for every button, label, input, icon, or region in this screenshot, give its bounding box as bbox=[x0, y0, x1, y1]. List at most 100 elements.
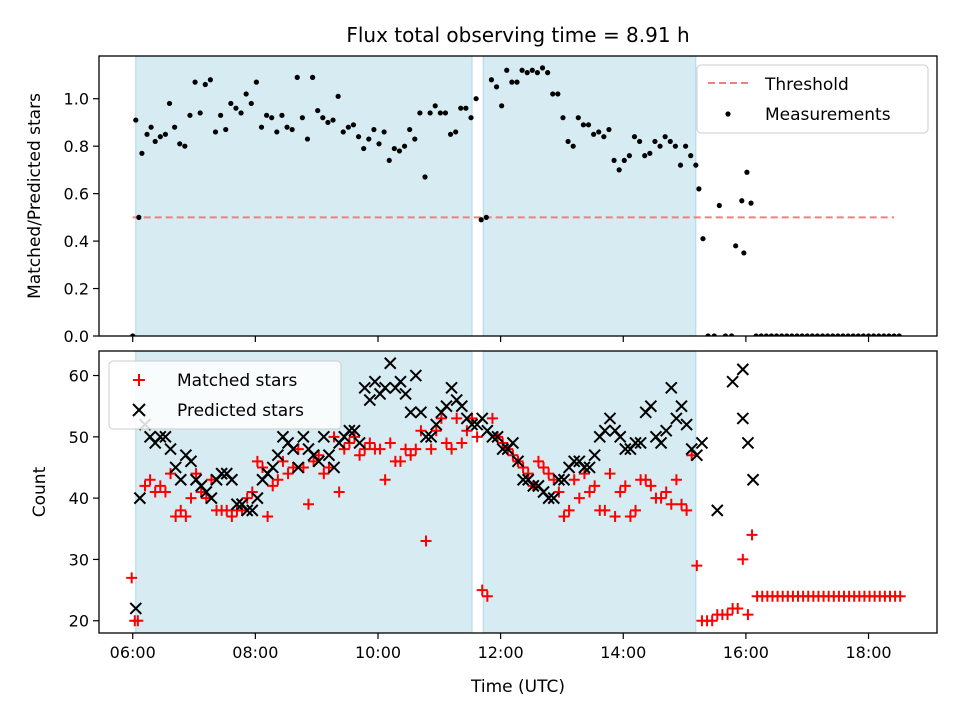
matched-star-point bbox=[609, 511, 621, 523]
matched-star-point bbox=[287, 461, 299, 473]
measurement-point bbox=[529, 67, 535, 73]
measurement-point bbox=[565, 138, 571, 145]
predicted-star-point bbox=[154, 430, 167, 444]
measurement-point bbox=[320, 115, 326, 121]
matched-star-point bbox=[599, 504, 611, 516]
matched-star-point bbox=[180, 511, 192, 523]
matched-star-point bbox=[624, 511, 636, 523]
y-tick-label: 0.2 bbox=[64, 280, 89, 299]
matched-star-point bbox=[384, 437, 396, 449]
matched-star-point bbox=[267, 480, 279, 492]
predicted-star-point bbox=[598, 424, 612, 437]
matched-star-point bbox=[732, 602, 744, 614]
measurement-point bbox=[621, 157, 627, 164]
matched-star-point bbox=[481, 590, 493, 602]
measurement-point bbox=[442, 110, 449, 116]
predicted-star-point bbox=[603, 412, 617, 425]
x-tick-label: 16:00 bbox=[723, 643, 769, 662]
matched-star-point bbox=[185, 492, 197, 504]
measurement-point bbox=[652, 138, 658, 145]
x-tick-label: 10:00 bbox=[355, 643, 401, 662]
predicted-star-point bbox=[670, 412, 683, 425]
y-tick-label: 0.4 bbox=[64, 232, 89, 251]
measurement-point bbox=[284, 124, 290, 130]
x-tick-label: 18:00 bbox=[845, 643, 891, 662]
predicted-star-point bbox=[251, 491, 264, 505]
measurement-point bbox=[366, 136, 372, 142]
measurement-point bbox=[274, 129, 280, 135]
bottom-y-ticks: 20 30 40 50 60 bbox=[69, 367, 99, 631]
measurement-point bbox=[218, 112, 224, 118]
predicted-star-point bbox=[588, 449, 601, 462]
matched-star-point bbox=[282, 468, 294, 480]
matched-stars-points bbox=[126, 412, 906, 627]
predicted-star-point bbox=[292, 461, 305, 474]
predicted-star-point bbox=[746, 473, 760, 486]
measurement-point bbox=[325, 119, 331, 126]
predicted-star-point bbox=[368, 375, 382, 388]
measurement-point bbox=[182, 143, 188, 149]
matched-star-point bbox=[149, 486, 161, 498]
y-tick-label: 0.0 bbox=[64, 327, 89, 346]
matched-star-point bbox=[543, 468, 555, 480]
matched-star-point bbox=[318, 468, 330, 480]
measurement-point bbox=[309, 74, 316, 80]
measurement-point bbox=[279, 112, 285, 118]
measurement-point bbox=[744, 169, 750, 175]
matched-star-point bbox=[323, 461, 335, 473]
measurement-point bbox=[371, 126, 377, 133]
measurement-point bbox=[677, 162, 684, 168]
predicted-star-point bbox=[583, 461, 596, 474]
predicted-star-point bbox=[399, 387, 412, 401]
x-tick-label: 12:00 bbox=[478, 643, 524, 662]
predicted-star-point bbox=[654, 436, 668, 450]
matched-star-point bbox=[660, 486, 672, 498]
measurement-point bbox=[258, 124, 265, 130]
x-tick-label: 06:00 bbox=[110, 643, 156, 662]
measurement-point bbox=[741, 250, 747, 256]
matched-star-point bbox=[354, 449, 366, 461]
matched-star-point bbox=[538, 461, 550, 473]
matched-star-point bbox=[364, 437, 376, 449]
measurement-point bbox=[739, 198, 745, 204]
matched-star-point bbox=[435, 412, 447, 424]
measurement-point bbox=[693, 162, 699, 168]
matched-star-point bbox=[630, 504, 642, 516]
measurement-point bbox=[335, 93, 341, 99]
predicted-star-point bbox=[567, 455, 581, 468]
matched-star-point bbox=[589, 480, 601, 492]
measurement-point bbox=[330, 117, 336, 123]
measurement-point bbox=[427, 110, 433, 116]
measurement-point bbox=[642, 153, 648, 159]
measurement-point bbox=[172, 124, 178, 130]
matched-star-point bbox=[461, 425, 473, 437]
measurement-point bbox=[299, 115, 305, 121]
matched-star-point bbox=[195, 486, 207, 498]
matched-star-point bbox=[894, 590, 906, 602]
measurement-point bbox=[560, 115, 566, 121]
matched-star-point bbox=[584, 486, 596, 498]
top-panel: 0.0 0.2 0.4 0.6 0.8 1.0 Matched/Predicted sta… bbox=[25, 55, 938, 346]
top-legend-box bbox=[696, 64, 929, 134]
measurement-point bbox=[716, 202, 722, 209]
predicted-star-point bbox=[133, 491, 147, 505]
predicted-star-point bbox=[613, 430, 627, 444]
matched-star-point bbox=[604, 468, 616, 480]
measurement-point bbox=[422, 174, 428, 180]
x-axis-label: Time (UTC) bbox=[470, 677, 565, 697]
measurement-point bbox=[657, 143, 663, 149]
measurement-point bbox=[228, 100, 234, 107]
predicted-star-point bbox=[578, 461, 591, 474]
measurement-point bbox=[534, 70, 541, 76]
predicted-star-point bbox=[430, 418, 443, 431]
matched-star-point bbox=[277, 455, 289, 467]
measurement-point bbox=[269, 115, 275, 121]
y-tick-label: 20 bbox=[69, 612, 89, 631]
matched-star-point bbox=[126, 572, 138, 584]
matched-star-point bbox=[139, 480, 151, 492]
predicted-star-point bbox=[159, 430, 172, 444]
matched-star-point bbox=[706, 615, 718, 627]
predicted-star-point bbox=[527, 479, 540, 493]
measurement-points bbox=[130, 65, 902, 336]
measurement-point bbox=[499, 103, 505, 109]
